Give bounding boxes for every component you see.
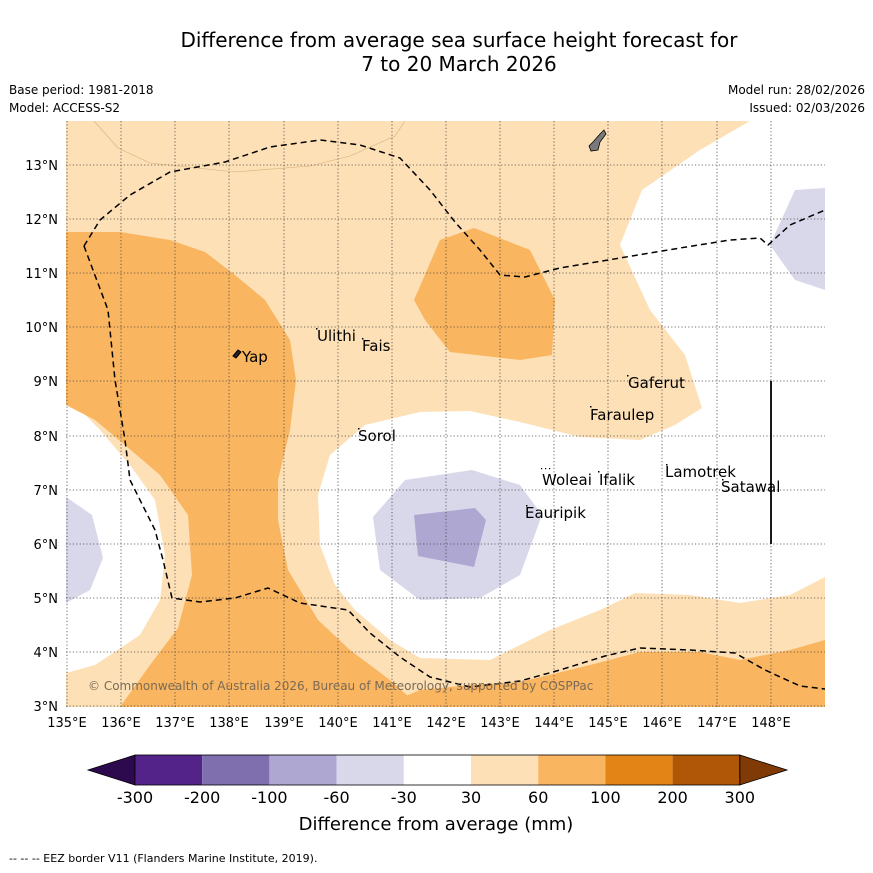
colorbar-segment — [403, 755, 471, 785]
colorbar-tick: 100 — [590, 788, 621, 807]
lon-label: 138°E — [209, 716, 249, 731]
anomaly-60-100-blob-north — [414, 228, 555, 360]
place-sorol: Sorol — [358, 427, 396, 445]
neutral-region-west — [66, 395, 165, 673]
meta-left: Base period: 1981-2018 Model: ACCESS-S2 — [9, 81, 154, 117]
place-ulithi: Ulithi — [317, 327, 356, 345]
colorbar-ticks: -300 -200 -100 -60 -30 30 60 100 200 300 — [117, 788, 755, 807]
colorbar-tick: -200 — [184, 788, 220, 807]
lon-label: 139°E — [264, 716, 304, 731]
colorbar-tick: -300 — [117, 788, 153, 807]
colorbar-outline — [134, 754, 741, 786]
lon-label: 135°E — [47, 716, 87, 731]
colorbar-segment — [336, 755, 404, 785]
lat-label: 10°N — [25, 321, 58, 336]
anomaly-neg30-neg60-blob-east — [770, 188, 825, 290]
colorbar-segment — [672, 755, 740, 785]
anomaly-60-100-band-west — [66, 232, 420, 707]
anomaly-neg60-neg100-blob-central — [414, 508, 486, 567]
colorbar-title: Difference from average (mm) — [299, 814, 574, 835]
title-line-1: Difference from average sea surface heig… — [180, 28, 738, 52]
place-lamotrek: Lamotrek — [665, 463, 736, 481]
colorbar-tick: 30 — [461, 788, 481, 807]
eez-border — [83, 139, 825, 690]
yap-island-icon — [232, 349, 242, 359]
colorbar-segment — [471, 755, 539, 785]
lon-label: 141°E — [372, 716, 412, 731]
lon-label: 142°E — [426, 716, 466, 731]
colorbar-tick: -30 — [391, 788, 417, 807]
lat-label: 7°N — [34, 484, 59, 499]
colorbar-tick: -100 — [251, 788, 287, 807]
lat-label: 4°N — [34, 646, 59, 661]
lon-label: 140°E — [318, 716, 358, 731]
place-satawal: Satawal — [721, 478, 780, 496]
model-name: Model: ACCESS-S2 — [9, 101, 121, 115]
longitude-labels: 135°E 136°E 137°E 138°E 139°E 140°E 141°… — [47, 716, 791, 731]
colorbar-tick: -60 — [324, 788, 350, 807]
lat-label: 13°N — [25, 159, 58, 174]
lat-label: 9°N — [34, 375, 59, 390]
colorbar-tick: 60 — [528, 788, 548, 807]
base-period: Base period: 1981-2018 — [9, 83, 154, 97]
eez-legend-footnote: -- -- -- EEZ border V11 (Flanders Marine… — [9, 852, 318, 865]
latitude-labels: 13°N 12°N 11°N 10°N 9°N 8°N 7°N 6°N 5°N … — [25, 159, 58, 715]
place-woleai: Woleai — [542, 471, 592, 489]
lat-label: 3°N — [34, 700, 59, 715]
issued-date: Issued: 02/03/2026 — [749, 101, 865, 115]
colorbar-extend-max — [739, 754, 789, 786]
lon-label: 145°E — [588, 716, 628, 731]
place-gaferut: Gaferut — [628, 374, 685, 392]
colorbar: -300 -200 -100 -60 -30 30 60 100 200 300… — [86, 754, 789, 835]
lon-label: 143°E — [480, 716, 520, 731]
colorbar-segment — [135, 755, 203, 785]
anomaly-neg30-neg60-blob-west — [66, 497, 103, 603]
colorbar-segment — [538, 755, 606, 785]
lon-label: 136°E — [101, 716, 141, 731]
model-run: Model run: 28/02/2026 — [727, 83, 865, 97]
copyright-text: © Commonwealth of Australia 2026, Bureau… — [88, 679, 593, 693]
colorbar-segment — [202, 755, 270, 785]
lat-label: 12°N — [25, 213, 58, 228]
colorbar-segment — [605, 755, 673, 785]
lon-label: 146°E — [642, 716, 682, 731]
lon-label: 147°E — [697, 716, 737, 731]
chart-title: Difference from average sea surface heig… — [0, 28, 873, 76]
lat-label: 5°N — [34, 592, 59, 607]
title-line-2: 7 to 20 March 2026 — [361, 52, 557, 76]
guam-island-icon — [588, 129, 607, 152]
lat-label: 6°N — [34, 538, 59, 553]
lon-label: 144°E — [534, 716, 574, 731]
lat-label: 8°N — [34, 430, 59, 445]
colorbar-extend-min — [86, 754, 136, 786]
place-yap: Yap — [241, 348, 268, 366]
place-fais: Fais — [362, 337, 391, 355]
place-eauripik: Eauripik — [525, 504, 586, 522]
place-faraulep: Faraulep — [590, 406, 654, 424]
lon-label: 148°E — [751, 716, 791, 731]
place-ifalik: Ifalik — [599, 471, 635, 489]
anomaly-60-100-band-south — [380, 640, 825, 707]
meta-right: Model run: 28/02/2026 Issued: 02/03/2026 — [728, 81, 865, 117]
colorbar-segment — [269, 755, 337, 785]
colorbar-tick: 200 — [657, 788, 688, 807]
lon-label: 137°E — [155, 716, 195, 731]
colorbar-tick: 300 — [725, 788, 756, 807]
atoll-dots — [316, 328, 724, 507]
map-area: Yap Ulithi Fais Sorol Gaferut Faraulep W… — [66, 121, 825, 707]
lat-label: 11°N — [25, 267, 58, 282]
